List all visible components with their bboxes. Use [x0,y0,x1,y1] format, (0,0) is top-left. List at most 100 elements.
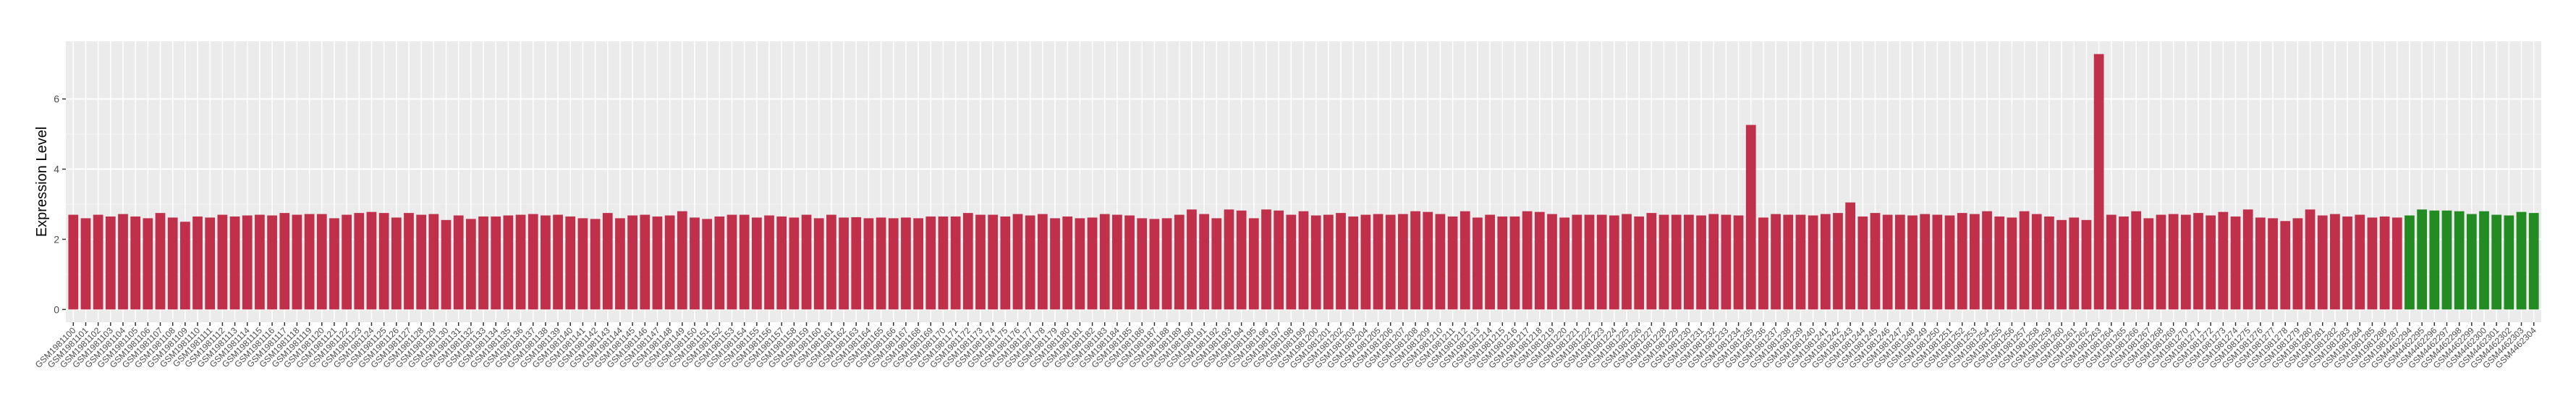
bar [130,216,141,310]
bar [826,214,836,310]
bar [2031,214,2042,310]
bar [1870,213,1881,310]
y-axis-title: Expression Level [34,127,50,237]
bar [1323,214,1334,310]
bar [2156,214,2166,310]
bar [1485,214,1495,310]
bar [1944,215,1955,310]
bar [279,213,290,310]
bar [1012,214,1023,310]
bar [1373,214,1384,310]
bar [938,216,949,310]
bar [1000,216,1011,310]
bar [1932,214,1943,310]
bar [242,215,253,310]
bar [1708,214,1719,310]
bar [2056,219,2067,310]
bar [1435,214,1446,310]
bar [2454,211,2465,310]
bar [2019,211,2030,310]
bar [1161,218,1172,310]
bar [1994,216,2005,310]
bar [1795,214,1806,310]
bar [2528,213,2539,310]
bar [1634,216,1645,310]
bar [2516,211,2527,310]
bar [255,214,265,310]
bar [541,215,551,310]
bar [776,216,787,310]
bar [1833,213,1843,310]
bar [2119,216,2129,310]
bar [1224,209,1234,310]
bar [565,216,576,310]
bar [888,218,899,310]
bar [205,217,216,310]
bar [1845,202,1856,310]
bar [354,213,365,310]
bar [851,217,862,310]
bar [378,213,389,310]
bar [2417,209,2428,310]
bar [1286,214,1297,310]
bar [664,215,675,310]
bar [404,213,414,310]
bar [2143,218,2154,310]
bar [1473,217,1483,310]
bar [2479,211,2489,310]
bar [2330,214,2340,310]
bar [962,213,973,310]
bar [478,216,488,310]
bar [1149,219,1160,310]
bar [2491,214,2502,310]
bar [1274,210,1284,310]
bar [2230,216,2241,310]
bar [1745,125,1756,310]
bar [1124,215,1135,310]
bar [2317,215,2328,310]
bar [342,214,352,310]
bar [1733,215,1744,310]
bar [1410,211,1420,310]
bar [677,211,687,310]
bar [950,216,961,310]
bar [1037,214,1048,310]
bar [690,217,700,310]
bar [1684,214,1694,310]
y-tick-label: 0 [54,303,59,315]
bar [118,214,128,310]
bar [1075,218,1085,310]
bar [1671,214,1682,310]
bar [863,218,874,310]
bar [2292,218,2303,310]
bar [1336,213,1346,310]
bar [80,218,91,310]
bar [1609,215,1619,310]
bar [553,214,563,310]
bar [2081,219,2092,310]
bar [267,215,277,310]
bar [1187,209,1197,310]
bar [1087,217,1098,310]
bar [2280,221,2291,310]
bar [329,218,339,310]
bar [1982,211,1992,310]
bar [465,219,476,310]
bar [304,214,315,310]
y-tick-label: 2 [54,233,59,245]
bar [167,217,178,310]
bar [1522,211,1533,310]
bar [1360,214,1371,310]
bar [2007,217,2017,310]
bar [391,217,402,310]
bar [988,214,999,310]
y-tick-label: 4 [54,164,59,175]
bar [2255,217,2266,310]
bar [2342,216,2352,310]
bar [491,216,501,310]
bar [1808,215,1818,310]
bar [901,217,911,310]
bar [428,214,439,310]
bar [1721,214,1732,310]
